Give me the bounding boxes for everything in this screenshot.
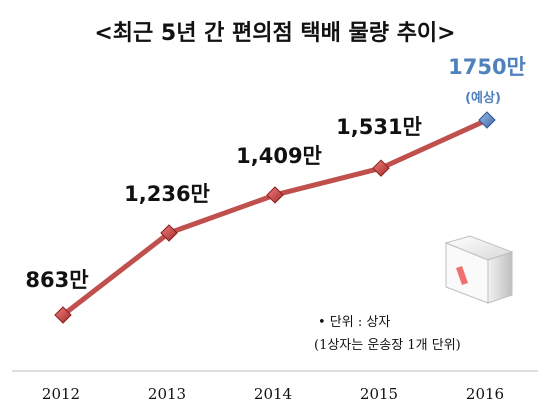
data-label-2016: 1750만 xyxy=(448,55,526,79)
x-tick-2015: 2015 xyxy=(360,385,398,403)
data-point-2013 xyxy=(160,224,178,242)
data-label-2014: 1,409만 xyxy=(236,144,322,168)
x-tick-2016: 2016 xyxy=(466,385,504,403)
data-label-2013: 1,236만 xyxy=(124,182,210,206)
x-tick-2014: 2014 xyxy=(254,385,292,403)
data-point-2015 xyxy=(372,159,390,177)
data-label-2015: 1,531만 xyxy=(336,115,422,139)
parcel-box-icon xyxy=(444,235,514,304)
x-axis-ticks: 2012 2013 2014 2015 2016 xyxy=(42,385,504,403)
x-tick-2012: 2012 xyxy=(42,385,80,403)
data-point-2014 xyxy=(266,186,284,204)
unit-note: • 단위 : 상자 xyxy=(318,315,390,330)
data-point-2012 xyxy=(54,306,72,324)
data-label-2012: 863만 xyxy=(25,268,88,292)
data-point-2016 xyxy=(478,111,496,129)
x-tick-2013: 2013 xyxy=(148,385,186,403)
unit-note-detail: (1상자는 운송장 1개 단위) xyxy=(314,338,461,353)
plot-area: 863만 1,236만 1,409만 1,531만 1750만 (예상) xyxy=(25,55,526,324)
forecast-note: (예상) xyxy=(465,90,501,106)
chart-title: <최근 5년 간 편의점 택배 물량 추이> xyxy=(94,21,455,46)
